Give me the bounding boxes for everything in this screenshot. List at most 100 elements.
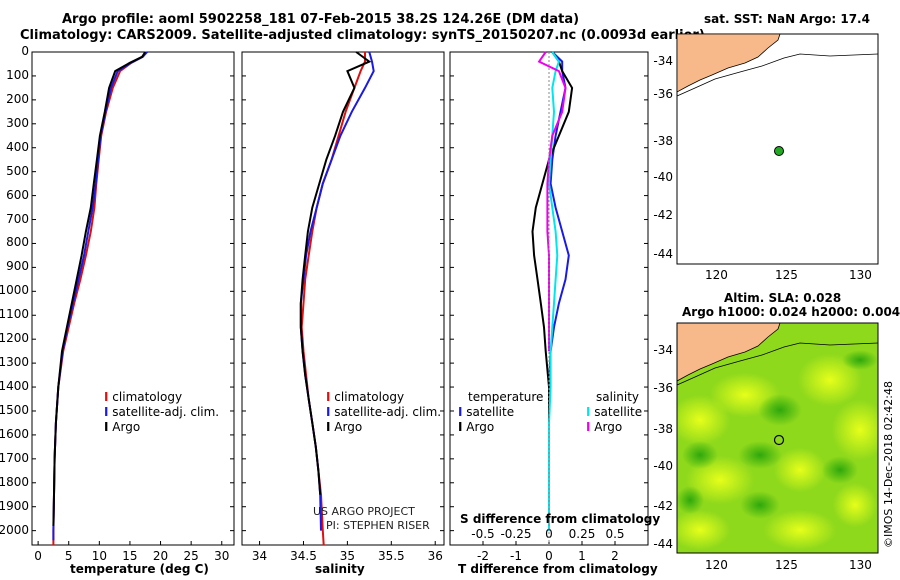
temp-legend-climatology: I climatology: [104, 390, 183, 404]
salinity-xtick-label: 36: [428, 549, 443, 563]
sal-legend-satellite: I satellite-adj. clim.: [326, 405, 442, 419]
salinity-xtick-label: 34.5: [290, 549, 317, 563]
depth-tick-label: 400: [6, 139, 29, 154]
sst-map-lon-label: 130: [849, 268, 872, 282]
difference-series-t-argo: [531, 51, 574, 495]
sla-map-lon-label: 125: [775, 558, 798, 572]
temp-legend-satellite: I satellite-adj. clim.: [104, 405, 220, 419]
difference-xtick2-label: 0.25: [569, 527, 596, 541]
depth-tick-label: 600: [6, 187, 29, 202]
difference-xtick2-label: -0.5: [471, 527, 494, 541]
diff-legend-temp-title: temperature: [468, 390, 544, 404]
difference-series-s-satellite: [547, 51, 561, 531]
difference-xlabel: T difference from climatology: [458, 562, 658, 576]
depth-tick-label: 1500: [0, 402, 29, 417]
contour-line: [677, 342, 878, 386]
temperature-xtick-label: 25: [184, 549, 199, 563]
depth-tick-label: 1600: [0, 426, 29, 441]
temperature-xtick-label: 20: [153, 549, 168, 563]
chart-title-line2: Climatology: CARS2009. Satellite-adjuste…: [20, 28, 705, 43]
temperature-series-argo: [52, 51, 147, 526]
temperature-xtick-label: 0: [34, 549, 42, 563]
sst-map-title: sat. SST: NaN Argo: 17.4: [704, 12, 870, 26]
depth-tick-label: 1400: [0, 379, 29, 394]
depth-tick-label: 1900: [0, 498, 29, 513]
difference-xtick-label: -1: [510, 549, 522, 563]
difference-xtick-label: 2: [611, 549, 619, 563]
argo-float-marker: [774, 146, 784, 156]
sst-map-lon-label: 125: [775, 268, 798, 282]
sla-map-lon-label: 120: [705, 558, 728, 572]
salinity-xtick-label: 34: [252, 549, 267, 563]
sst-map-lat-label: -36: [653, 87, 673, 101]
sla-map-title2: Argo h1000: 0.024 h2000: 0.0047: [682, 305, 900, 319]
difference-xtick2-label: -0.25: [500, 527, 531, 541]
land-mass: [677, 323, 781, 382]
difference-xtick-label: 0: [545, 549, 553, 563]
sst-map-lat-label: -42: [653, 208, 673, 222]
depth-tick-label: 1100: [0, 307, 29, 322]
land-mass: [676, 33, 781, 93]
depth-tick-label: 1800: [0, 474, 29, 489]
depth-tick-label: 1700: [0, 450, 29, 465]
difference-series-t-satellite: [548, 51, 570, 531]
temperature-xtick-label: 5: [65, 549, 73, 563]
depth-tick-label: 500: [6, 163, 29, 178]
sst-map-lat-label: -40: [653, 170, 673, 184]
sla-map-lat-label: -34: [653, 343, 673, 357]
sla-map-lat-label: -38: [653, 422, 673, 436]
salinity-series-climatology: [300, 52, 366, 546]
argo-float-marker: [773, 434, 785, 446]
imos-timestamp: ©IMOS 14-Dec-2018 02:42:48: [882, 381, 895, 548]
depth-tick-label: 900: [6, 259, 29, 274]
depth-tick-label: 1300: [0, 355, 29, 370]
diff-legend-temp-argo: I Argo: [458, 420, 495, 434]
difference-xtick-label: 1: [578, 549, 586, 563]
temperature-xlabel: temperature (deg C): [70, 562, 209, 576]
diff-legend-sal-satellite: I satellite: [586, 405, 643, 419]
difference-xtick2-label: 0.5: [605, 527, 624, 541]
salinity-series-satellite: [299, 51, 375, 531]
salinity-series-argo: [299, 51, 372, 495]
temperature-panel-frame: [31, 51, 235, 546]
salinity-xtick-label: 35: [340, 549, 355, 563]
sst-map-lat-label: -38: [653, 134, 673, 148]
sal-legend-argo: I Argo: [326, 420, 363, 434]
sla-map: [676, 322, 879, 554]
difference-xlabel2: S difference from climatology: [460, 512, 661, 526]
depth-tick-label: 700: [6, 211, 29, 226]
diff-legend-sal-title: salinity: [596, 390, 640, 404]
diff-legend-sal-argo: I Argo: [586, 420, 623, 434]
sla-map-lon-label: 130: [849, 558, 872, 572]
sst-map-lat-label: -34: [653, 54, 673, 68]
sst-map: [676, 33, 879, 265]
depth-tick-label: 200: [6, 91, 29, 106]
salinity-xtick-label: 35.5: [378, 549, 405, 563]
depth-tick-label: 1200: [0, 331, 29, 346]
depth-tick-label: 100: [6, 67, 29, 82]
diff-legend-temp-satellite: I satellite: [458, 405, 515, 419]
temperature-series-climatology: [52, 51, 147, 545]
difference-series-s-argo: [537, 51, 567, 352]
temperature-xtick-label: 30: [214, 549, 229, 563]
depth-tick-label: 800: [6, 235, 29, 250]
sst-map-lat-label: -44: [653, 247, 673, 261]
temperature-xtick-label: 15: [122, 549, 137, 563]
sla-map-lat-label: -36: [653, 381, 673, 395]
sst-map-lon-label: 120: [705, 268, 728, 282]
chart-title-line1: Argo profile: aoml 5902258_181 07-Feb-20…: [62, 12, 580, 27]
sla-map-lat-label: -44: [653, 537, 673, 551]
salinity-xlabel: salinity: [315, 562, 365, 576]
depth-tick-label: 300: [6, 115, 29, 130]
credit-pi: PI: STEPHEN RISER: [326, 519, 430, 532]
depth-tick-label: 0: [21, 44, 29, 58]
credit-project: US ARGO PROJECT: [313, 505, 415, 518]
depth-tick-label: 1000: [0, 283, 29, 298]
temperature-series-satellite: [52, 51, 148, 541]
temperature-xtick-label: 10: [92, 549, 107, 563]
difference-xtick-label: -2: [477, 549, 489, 563]
sla-map-title1: Altim. SLA: 0.028: [724, 291, 842, 305]
depth-tick-label: 2000: [0, 522, 29, 537]
sla-map-lat-label: -42: [653, 499, 673, 513]
